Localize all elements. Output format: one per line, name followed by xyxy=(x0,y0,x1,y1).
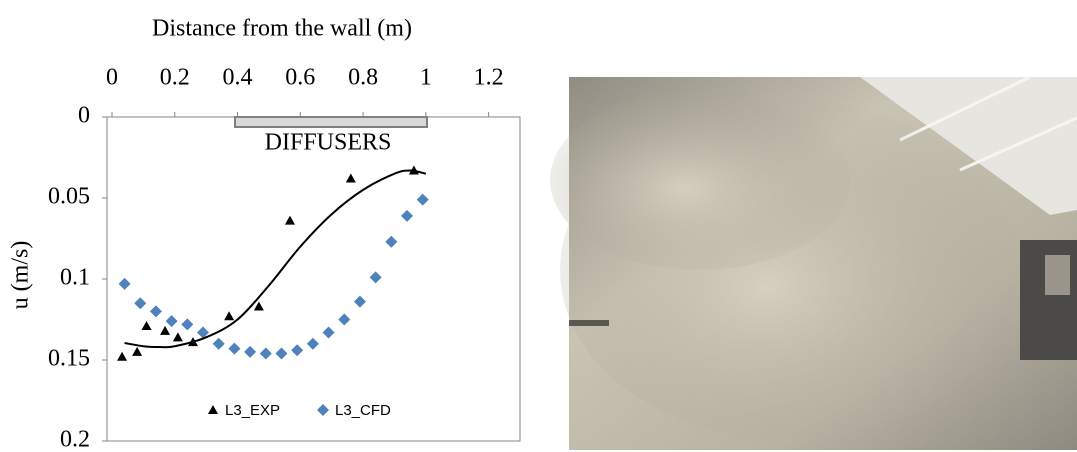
data-point xyxy=(323,326,335,338)
y-tick-label: 0.05 xyxy=(48,184,90,210)
x-tick-label: 1.2 xyxy=(474,65,504,91)
data-point xyxy=(354,296,366,308)
data-point xyxy=(244,346,256,358)
data-point xyxy=(166,315,178,327)
plot-area xyxy=(107,117,520,441)
data-point xyxy=(119,278,131,290)
legend-label: L3_EXP xyxy=(225,402,280,419)
y-axis-title: u (m/s) xyxy=(8,241,34,310)
diffuser-box xyxy=(235,117,427,127)
data-point xyxy=(228,343,240,355)
x-tick-label: 0 xyxy=(106,65,118,91)
data-point xyxy=(160,326,170,335)
y-tick-label: 0 xyxy=(78,103,90,129)
data-point xyxy=(224,311,234,320)
x-axis-title: Distance from the wall (m) xyxy=(152,16,412,42)
x-tick-label: 1 xyxy=(420,65,432,91)
data-point xyxy=(173,332,183,341)
data-point xyxy=(254,302,264,311)
data-point xyxy=(307,338,319,350)
legend-label: L3_CFD xyxy=(335,402,391,419)
data-point xyxy=(150,305,162,317)
data-point xyxy=(117,352,127,361)
photo xyxy=(550,77,1077,450)
y-tick-label: 0.15 xyxy=(48,346,90,372)
data-point xyxy=(132,347,142,356)
data-point xyxy=(134,297,146,309)
data-point xyxy=(338,314,350,326)
figure: Distance from the wall (m) u (m/s) 0 0.2 0.4… xyxy=(0,0,1077,452)
y-tick-label: 0.1 xyxy=(60,265,90,291)
x-tick-label: 0.2 xyxy=(160,65,190,91)
data-point xyxy=(370,271,382,283)
y-tick-label: 0.2 xyxy=(60,427,90,452)
data-point xyxy=(181,318,193,330)
x-tick-label: 0.4 xyxy=(223,65,253,91)
x-tick-label: 0.8 xyxy=(348,65,378,91)
data-point xyxy=(213,338,225,350)
data-point xyxy=(401,210,413,222)
page: {"chart_data": {"type": "scatter", "x_la… xyxy=(0,0,1077,452)
data-point xyxy=(385,236,397,248)
legend-marker xyxy=(317,404,329,416)
data-point xyxy=(346,174,356,183)
annotation: DIFFUSERS xyxy=(265,130,392,156)
data-point xyxy=(260,348,272,360)
x-tick-label: 0.6 xyxy=(285,65,315,91)
data-point xyxy=(142,321,152,330)
data-point xyxy=(275,348,287,360)
data-point xyxy=(291,344,303,356)
data-point xyxy=(417,194,429,206)
data-point xyxy=(285,216,295,225)
legend-marker xyxy=(208,405,218,414)
